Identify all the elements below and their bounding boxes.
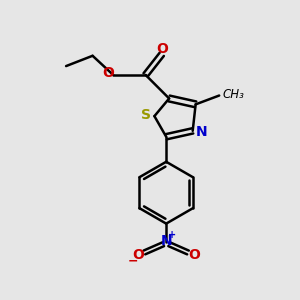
Text: N: N	[196, 125, 207, 139]
Text: O: O	[133, 248, 145, 262]
Text: CH₃: CH₃	[223, 88, 244, 101]
Text: N: N	[160, 234, 172, 248]
Text: O: O	[188, 248, 200, 262]
Text: +: +	[168, 230, 176, 240]
Text: S: S	[141, 108, 151, 122]
Text: O: O	[102, 66, 114, 80]
Text: −: −	[128, 254, 139, 267]
Text: O: O	[157, 42, 169, 56]
